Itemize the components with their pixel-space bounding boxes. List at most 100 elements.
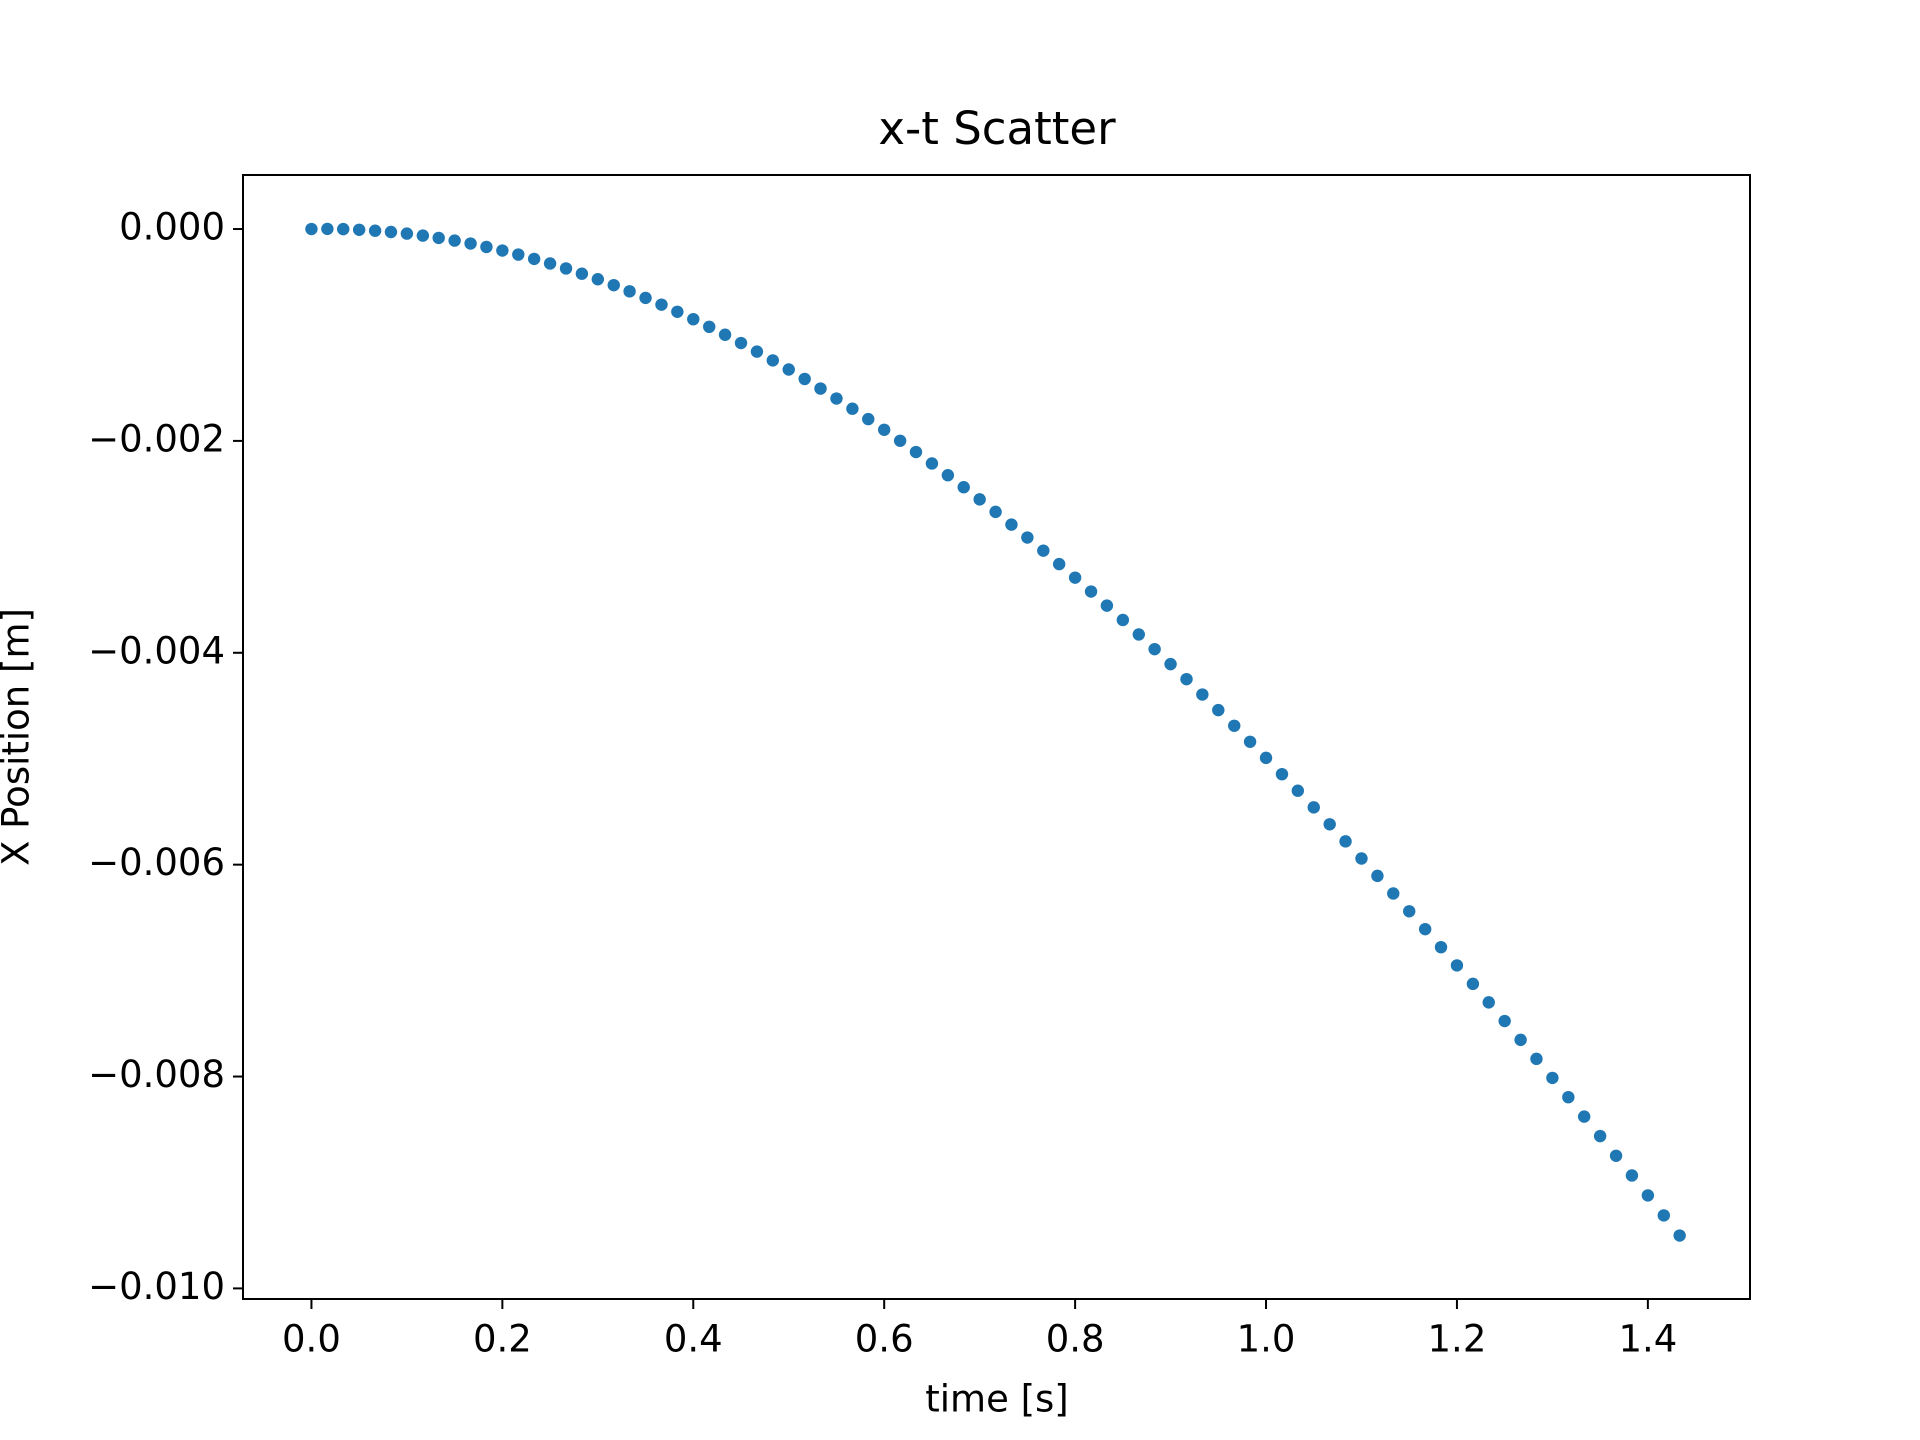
point	[575, 267, 589, 280]
point	[957, 480, 970, 494]
point	[782, 363, 795, 376]
point	[607, 278, 620, 292]
point	[337, 222, 350, 236]
y-tick-label: −0.010	[88, 1265, 225, 1308]
point	[1228, 719, 1241, 732]
y-tick-label: −0.006	[88, 841, 225, 884]
point	[321, 222, 334, 236]
point	[798, 372, 811, 386]
point	[1339, 835, 1352, 848]
point	[1180, 672, 1193, 686]
y-axis-label: X Position [m]	[0, 608, 38, 866]
x-tick-label: 1.0	[1237, 1318, 1296, 1361]
point	[448, 234, 461, 247]
x-tick-label: 0.4	[664, 1318, 723, 1361]
point	[559, 262, 573, 275]
point	[1021, 531, 1034, 544]
point	[591, 273, 605, 286]
point	[1132, 628, 1145, 641]
point	[305, 222, 318, 236]
point	[1371, 869, 1384, 883]
point	[527, 252, 541, 266]
point	[1307, 801, 1320, 814]
point	[1212, 703, 1225, 717]
y-tick-label: −0.008	[88, 1053, 225, 1096]
point	[877, 423, 891, 436]
point	[1657, 1209, 1671, 1222]
point	[432, 231, 445, 245]
x-axis-label: time [s]	[925, 1378, 1069, 1421]
point	[1593, 1129, 1607, 1143]
point	[1450, 959, 1464, 972]
point	[464, 237, 477, 250]
point	[512, 248, 525, 261]
point	[623, 285, 636, 298]
point	[1100, 599, 1114, 612]
point	[1641, 1189, 1655, 1202]
point	[862, 412, 875, 426]
point	[909, 445, 923, 459]
point	[1546, 1071, 1559, 1085]
point	[687, 312, 700, 326]
point	[543, 257, 557, 270]
point	[1068, 571, 1082, 584]
y-tick-label: 0.000	[119, 206, 225, 249]
point	[1052, 557, 1066, 571]
point	[671, 305, 684, 318]
point	[400, 227, 414, 240]
point	[1259, 751, 1273, 765]
point	[496, 244, 509, 257]
x-tick-label: 1.2	[1428, 1318, 1487, 1361]
point	[830, 392, 843, 405]
point	[1673, 1229, 1686, 1242]
plot-frame	[242, 174, 1751, 1300]
point	[734, 336, 748, 350]
point	[1355, 852, 1368, 865]
point	[766, 354, 779, 367]
x-tick-label: 0.8	[1046, 1318, 1105, 1361]
point	[1164, 657, 1177, 671]
point	[1275, 767, 1289, 781]
point	[1418, 922, 1432, 936]
point	[893, 434, 907, 447]
point	[703, 320, 716, 334]
point	[1403, 905, 1416, 918]
point	[1625, 1169, 1639, 1182]
y-tick-label: −0.004	[88, 629, 225, 672]
point	[1434, 940, 1448, 954]
point	[1530, 1052, 1543, 1066]
point	[1291, 784, 1305, 797]
x-tick-label: 0.6	[855, 1318, 914, 1361]
point	[1323, 818, 1336, 831]
point	[655, 298, 668, 311]
point	[1562, 1090, 1575, 1104]
point	[989, 505, 1002, 519]
point	[352, 223, 366, 236]
chart-title: x-t Scatter	[878, 102, 1116, 155]
point	[1466, 977, 1480, 991]
point	[368, 224, 382, 237]
point	[1148, 642, 1161, 656]
point	[1609, 1149, 1623, 1162]
point	[846, 402, 859, 415]
point	[1498, 1014, 1511, 1028]
point	[925, 457, 939, 470]
point	[814, 382, 827, 395]
point	[480, 240, 493, 254]
x-tick-label: 1.4	[1618, 1318, 1677, 1361]
point	[1387, 887, 1400, 900]
point	[1243, 735, 1257, 748]
point	[1037, 544, 1050, 557]
point	[384, 225, 398, 239]
point	[718, 328, 732, 341]
point	[941, 469, 955, 482]
point	[1577, 1110, 1591, 1123]
point	[1084, 585, 1098, 598]
point	[1196, 688, 1209, 701]
point	[1482, 996, 1495, 1009]
x-tick-label: 0.2	[473, 1318, 532, 1361]
point	[973, 493, 986, 506]
point	[416, 229, 430, 242]
y-tick-label: −0.002	[88, 417, 225, 460]
